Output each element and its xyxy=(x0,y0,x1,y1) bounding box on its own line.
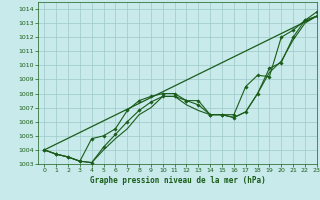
X-axis label: Graphe pression niveau de la mer (hPa): Graphe pression niveau de la mer (hPa) xyxy=(90,176,266,185)
